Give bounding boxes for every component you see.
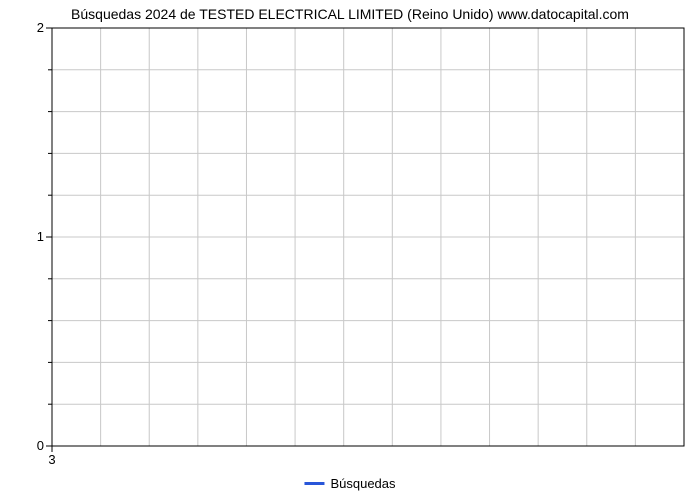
y-tick-label: 1 (14, 229, 44, 244)
y-tick-label: 2 (14, 20, 44, 35)
legend-label: Búsquedas (330, 476, 395, 491)
legend-swatch (304, 482, 324, 485)
y-tick-label: 0 (14, 438, 44, 453)
legend: Búsquedas (304, 476, 395, 491)
chart-container: { "chart": { "type": "line", "title": "B… (0, 0, 700, 500)
x-tick-label: 3 (32, 452, 72, 467)
chart-svg (0, 0, 700, 500)
